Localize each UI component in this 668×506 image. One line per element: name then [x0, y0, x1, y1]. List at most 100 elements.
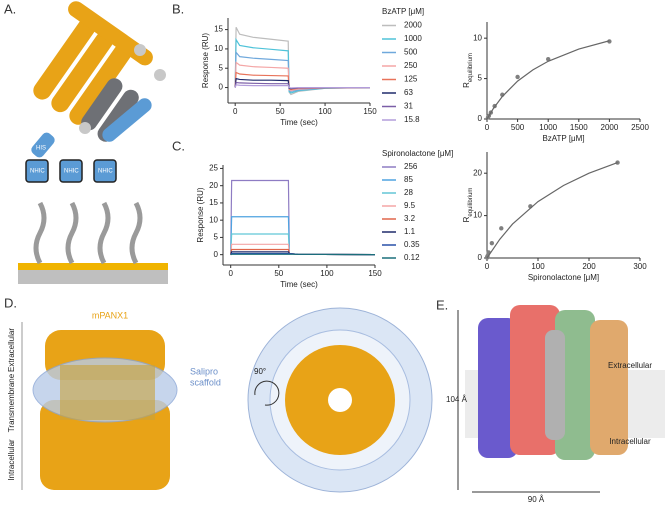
- scaffold-label: Salipro: [190, 366, 218, 376]
- y-tick-label: 20: [473, 168, 482, 177]
- series-line: [486, 40, 610, 120]
- y-axis-label: Response (RU): [196, 187, 205, 242]
- x-tick-label: 2500: [631, 123, 649, 132]
- panel-label: A.: [4, 1, 16, 16]
- rotation-label: 90°: [254, 367, 266, 376]
- data-point: [489, 240, 495, 246]
- y-tick-label: 5: [478, 74, 483, 83]
- legend-label: 0.35: [404, 240, 420, 249]
- legend-label: 1000: [404, 34, 422, 43]
- structure-d: [21, 307, 433, 493]
- region-label: Extracellular: [608, 361, 652, 370]
- panel-label: B.: [172, 1, 184, 16]
- his-label: HIS: [36, 146, 46, 152]
- x-tick-label: 500: [511, 123, 525, 132]
- series-line: [230, 179, 376, 256]
- x-tick-label: 50: [274, 269, 283, 278]
- x-tick-label: 200: [582, 262, 596, 271]
- x-tick-label: 100: [320, 269, 334, 278]
- legend-label: 1.1: [404, 227, 416, 236]
- legend-label: 31: [404, 102, 413, 111]
- x-tick-label: 100: [318, 107, 332, 116]
- nhic-label: NHIC: [98, 169, 113, 175]
- legend-label: 256: [404, 162, 418, 171]
- series-line: [234, 61, 371, 92]
- y-axis-label-sub: equilibrium: [468, 188, 474, 217]
- y-axis-label-main: R: [462, 82, 471, 88]
- legend-title: Spironolactone [μM]: [382, 149, 453, 158]
- y-axis-label: Response (RU): [201, 33, 210, 88]
- x-tick-label: 100: [531, 262, 545, 271]
- legend-label: 0.12: [404, 253, 420, 262]
- nhic-label: NHIC: [30, 169, 45, 175]
- y-tick-label: 5: [214, 233, 219, 242]
- scaffold-label: scaffold: [190, 377, 221, 387]
- series-line: [234, 84, 370, 89]
- y-tick-label: 15: [209, 198, 218, 207]
- legend-title: BzATP [μM]: [382, 7, 424, 16]
- x-tick-label: 1000: [539, 123, 557, 132]
- region-label: Intracellular: [609, 437, 651, 446]
- x-tick-label: 1500: [570, 123, 588, 132]
- series-line: [234, 37, 371, 94]
- y-tick-label: 0: [478, 253, 483, 262]
- panel-label: C.: [172, 138, 185, 153]
- data-point: [499, 226, 504, 231]
- x-tick-label: 150: [368, 269, 382, 278]
- legend-label: 250: [404, 61, 418, 70]
- x-tick-label: 50: [276, 107, 285, 116]
- x-tick-label: 0: [228, 269, 233, 278]
- x-tick-label: 0: [485, 262, 490, 271]
- legend-label: 500: [404, 48, 418, 57]
- legend-label: 63: [404, 88, 413, 97]
- y-tick-label: 10: [209, 215, 218, 224]
- series-line: [486, 162, 618, 259]
- schematic-a: [18, 1, 168, 284]
- x-axis-label: Time (sec): [280, 118, 318, 127]
- legend-label: 85: [404, 175, 413, 184]
- nhic-label: NHIC: [64, 169, 79, 175]
- panel-label: E.: [436, 297, 448, 312]
- y-tick-label: 0: [478, 114, 483, 123]
- protein-label: mPANX1: [92, 310, 128, 320]
- legend-label: 3.2: [404, 214, 416, 223]
- x-tick-label: 300: [633, 262, 647, 271]
- y-tick-label: 15: [214, 25, 223, 34]
- x-tick-label: 2000: [601, 123, 619, 132]
- legend-label: 125: [404, 75, 418, 84]
- region-label: Intracellular: [7, 439, 16, 481]
- legend-label: 15.8: [404, 115, 420, 124]
- dimension-label: 104 Å: [446, 395, 468, 404]
- region-label: Extracellular: [7, 328, 16, 372]
- x-tick-label: 150: [363, 107, 377, 116]
- x-tick-label: 0: [485, 123, 490, 132]
- panel-label: D.: [4, 295, 17, 310]
- region-label: Transmembrane: [7, 373, 16, 432]
- structure-e: [457, 305, 665, 493]
- y-tick-label: 25: [209, 164, 218, 173]
- y-tick-label: 0: [214, 250, 219, 259]
- y-axis-label: Requilibrium: [462, 188, 473, 223]
- y-tick-label: 10: [473, 33, 482, 42]
- legend-label: 9.5: [404, 201, 416, 210]
- series-line: [234, 26, 371, 96]
- x-axis-label: Time (sec): [280, 280, 318, 289]
- y-axis-label: Requilibrium: [462, 53, 473, 88]
- y-tick-label: 0: [219, 83, 224, 92]
- y-tick-label: 10: [214, 44, 223, 53]
- y-tick-label: 20: [209, 181, 218, 190]
- legend-label: 28: [404, 188, 413, 197]
- data-point: [515, 74, 520, 80]
- x-tick-label: 0: [233, 107, 238, 116]
- legend-label: 2000: [404, 21, 422, 30]
- x-axis-label: BzATP [μM]: [542, 134, 584, 143]
- y-tick-label: 5: [219, 63, 224, 72]
- y-axis-label-sub: equilibrium: [468, 53, 474, 82]
- x-axis-label: Spironolactone [μM]: [528, 273, 599, 282]
- dimension-label: 90 Å: [528, 495, 545, 504]
- series-line: [234, 71, 371, 91]
- y-tick-label: 10: [473, 211, 482, 220]
- data-point: [607, 39, 612, 44]
- y-axis-label-main: R: [462, 216, 471, 222]
